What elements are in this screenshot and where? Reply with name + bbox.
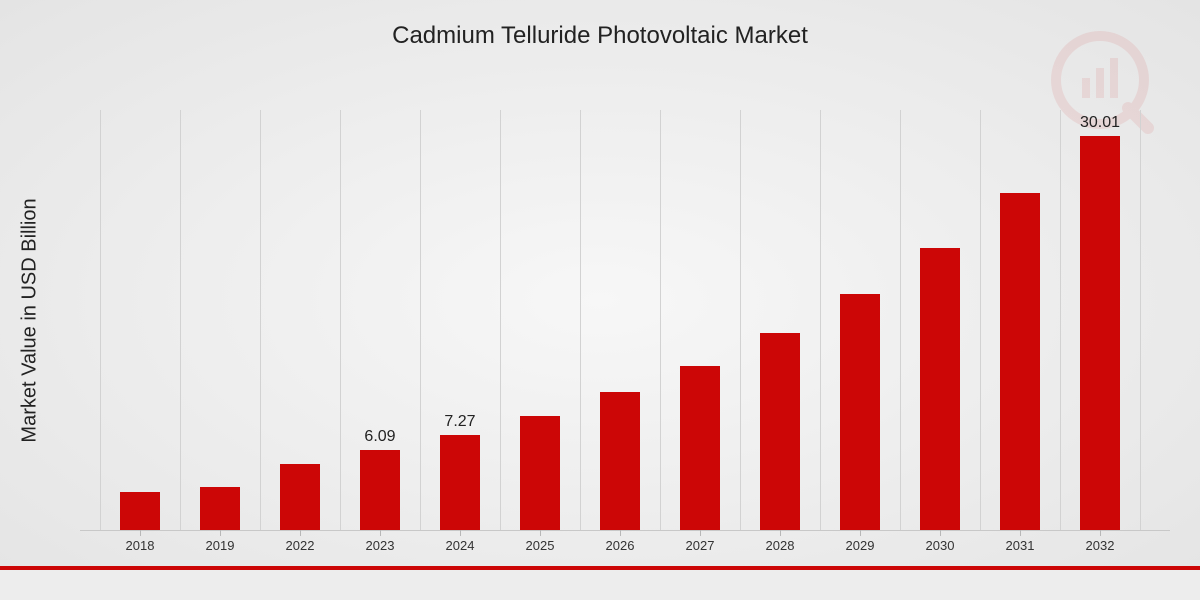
x-axis-tick	[780, 530, 781, 536]
bar	[200, 487, 240, 530]
x-axis-label: 2032	[1086, 538, 1115, 553]
chart-title: Cadmium Telluride Photovoltaic Market	[0, 22, 1200, 50]
bar	[360, 450, 400, 530]
x-axis-tick	[540, 530, 541, 536]
x-axis-tick	[300, 530, 301, 536]
bar	[1000, 193, 1040, 530]
x-axis-line	[80, 530, 1170, 531]
x-axis-label: 2026	[606, 538, 635, 553]
bar	[600, 392, 640, 530]
x-axis-label: 2023	[366, 538, 395, 553]
bar	[680, 366, 720, 530]
x-axis-label: 2027	[686, 538, 715, 553]
bar-data-label: 6.09	[364, 428, 395, 446]
x-axis-label: 2024	[446, 538, 475, 553]
x-axis-tick	[460, 530, 461, 536]
bar	[440, 435, 480, 530]
bar	[1080, 136, 1120, 530]
y-axis-label-wrap: Market Value in USD Billion	[0, 110, 60, 530]
bar-data-label: 30.01	[1080, 114, 1120, 132]
x-axis-tick	[1020, 530, 1021, 536]
bar	[840, 294, 880, 530]
bars-container: 6.09 7.27 30.01	[80, 110, 1170, 530]
x-axis-label: 2028	[766, 538, 795, 553]
x-axis-label: 2025	[526, 538, 555, 553]
x-axis-label: 2018	[126, 538, 155, 553]
x-axis-label: 2031	[1006, 538, 1035, 553]
x-axis-tick	[700, 530, 701, 536]
bar	[120, 492, 160, 530]
bar	[760, 333, 800, 530]
x-axis-label: 2030	[926, 538, 955, 553]
x-axis-tick	[140, 530, 141, 536]
bar	[920, 248, 960, 530]
plot-area: 6.09 7.27 30.01	[80, 110, 1170, 530]
x-axis-tick	[1100, 530, 1101, 536]
x-axis-label: 2029	[846, 538, 875, 553]
bar	[520, 416, 560, 530]
x-axis-tick	[940, 530, 941, 536]
bar	[280, 464, 320, 530]
footer-bar	[0, 570, 1200, 600]
x-axis-tick	[860, 530, 861, 536]
y-axis-label: Market Value in USD Billion	[19, 198, 42, 442]
x-axis-label: 2019	[206, 538, 235, 553]
x-axis-tick	[220, 530, 221, 536]
x-axis-tick	[620, 530, 621, 536]
x-axis-label: 2022	[286, 538, 315, 553]
x-axis-tick	[380, 530, 381, 536]
bar-data-label: 7.27	[444, 413, 475, 431]
chart-stage: Cadmium Telluride Photovoltaic Market Ma…	[0, 0, 1200, 600]
